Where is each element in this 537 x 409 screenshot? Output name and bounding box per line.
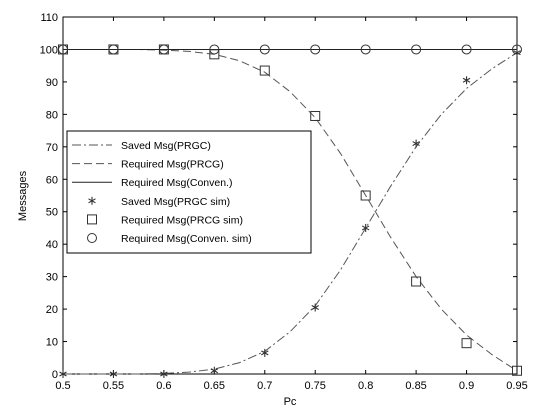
x-tick-label: 0.8 [358,380,373,392]
y-tick-label: 80 [46,109,58,121]
x-tick-label: 0.6 [156,380,171,392]
point-saved-msg-prgc-sim [210,366,219,375]
point-required-msg-prcg-sim [461,338,472,349]
x-tick-label: 0.85 [405,380,426,392]
point-required-msg-conven-sim [461,44,472,55]
legend-marker-saved-msg-prgc-sim [88,196,96,205]
point-saved-msg-prgc-sim [513,48,521,57]
series-markers [58,44,522,378]
x-axis: 0.5 0.55 0.6 0.65 0.7 0.75 0.8 0.85 0.9 0.95 [55,17,528,392]
legend: Saved Msg(PRGC) Required Msg(PRCG) Require… [66,130,312,254]
point-required-msg-conven-sim [310,44,321,55]
point-required-msg-prcg-sim [360,190,371,201]
point-saved-msg-prgc-sim [261,348,269,357]
legend-marker-required-msg-prcg-sim [87,214,97,225]
point-required-msg-prcg-sim [259,65,270,76]
point-required-msg-conven-sim [259,44,270,55]
y-tick-label: 30 [46,272,58,284]
x-tick-label: 0.75 [305,380,326,392]
legend-label-required-msg-prcg: Required Msg(PRCG) [121,159,224,171]
x-tick-label: 0.55 [103,380,124,392]
point-required-msg-conven-sim [58,44,68,55]
x-tick-label: 0.65 [204,380,225,392]
series-lines [63,49,518,375]
legend-label-required-msg-prcg-sim: Required Msg(PRCG sim) [121,214,243,226]
legend-label-required-msg-conven: Required Msg(Conven.) [121,177,232,189]
point-required-msg-prcg-sim [411,276,422,287]
y-tick-label: 100 [40,44,58,56]
y-axis: 0 10 20 30 40 50 60 70 80 90 100 110 [40,12,517,381]
point-saved-msg-prgc-sim [462,76,471,85]
point-required-msg-conven-sim [209,44,220,55]
line-saved-msg-prgc [63,52,518,375]
point-saved-msg-prgc-sim [361,223,370,232]
point-required-msg-conven-sim [360,44,371,55]
y-tick-label: 20 [46,304,58,316]
legend-label-saved-msg-prgc-sim: Saved Msg(PRGC sim) [121,196,230,208]
y-tick-label: 70 [46,142,58,154]
point-required-msg-prcg-sim [209,49,220,60]
x-axis-label: Pc [284,396,297,408]
point-saved-msg-prgc-sim [160,370,168,378]
y-tick-label: 40 [46,239,58,251]
point-saved-msg-prgc-sim [109,370,118,378]
x-tick-label: 0.7 [257,380,272,392]
point-required-msg-prcg-sim [310,110,321,121]
y-tick-label: 50 [46,207,58,219]
point-saved-msg-prgc-sim [311,303,319,312]
y-tick-label: 10 [46,337,58,349]
point-saved-msg-prgc-sim [412,139,420,148]
point-required-msg-conven-sim [108,44,119,55]
point-saved-msg-prgc-sim [59,370,67,378]
y-tick-label: 110 [40,12,58,24]
y-tick-label: 90 [46,77,58,89]
point-required-msg-conven-sim [158,44,169,55]
legend-box [66,130,312,254]
point-required-msg-conven-sim [411,44,422,55]
y-tick-label: 0 [52,369,58,381]
y-tick-label: 60 [46,174,58,186]
y-axis-label: Messages [17,170,29,221]
legend-label-saved-msg-prgc: Saved Msg(PRGC) [121,140,211,152]
point-required-msg-conven-sim [512,44,522,55]
x-tick-label: 0.9 [459,380,474,392]
x-tick-label: 0.95 [506,380,527,392]
legend-label-required-msg-conven-sim: Required Msg(Conven. sim) [121,233,252,245]
point-required-msg-prcg-sim [512,365,522,376]
legend-marker-required-msg-conven-sim [87,233,97,243]
x-tick-label: 0.5 [55,380,70,392]
